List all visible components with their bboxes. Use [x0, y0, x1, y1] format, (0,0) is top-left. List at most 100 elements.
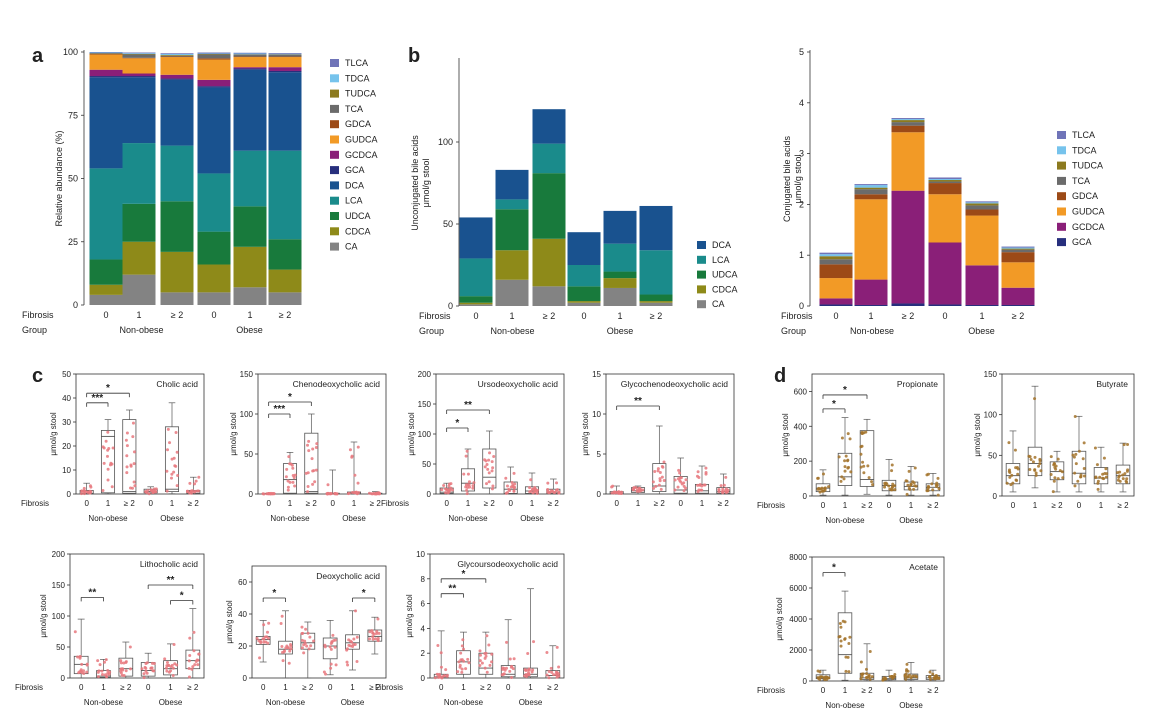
b2-bar-GCDCA-0 — [819, 298, 853, 305]
c7-point-1 — [457, 660, 461, 664]
c4-point-4 — [699, 488, 703, 492]
a-bar-TUDCA-1 — [122, 54, 156, 55]
c7-point-5 — [545, 651, 549, 655]
c6-point-5 — [375, 630, 379, 634]
c3-point-1 — [465, 492, 469, 496]
b2-bar-TDCA-1 — [854, 185, 888, 188]
d1-point-2 — [867, 476, 871, 480]
c6-point-2 — [302, 643, 306, 647]
d3-point-4 — [905, 662, 909, 666]
c1-point-4 — [165, 489, 169, 493]
c2-point-3 — [326, 491, 330, 495]
d1-point-2 — [862, 464, 866, 468]
c4-point-2 — [662, 478, 666, 482]
d1-box-2 — [859, 430, 875, 487]
d3-point-1 — [844, 655, 848, 659]
c3-point-0 — [440, 488, 444, 492]
c5-point-4 — [175, 663, 179, 667]
c7-x-tick-label: 0 — [439, 683, 444, 692]
c3-title: Ursodeoxycholic acid — [478, 379, 559, 389]
c4-box-2 — [652, 463, 667, 493]
b1-bar-CDCA-3 — [567, 301, 601, 303]
c1-point-3 — [150, 489, 154, 493]
c3-y-tick-label: 100 — [418, 430, 432, 439]
b2-legend-TLCA: TLCA — [1072, 130, 1095, 140]
d1-y-tick-label: 0 — [803, 492, 808, 501]
d2-point-1 — [1037, 464, 1041, 468]
c4-point-4 — [696, 490, 700, 494]
d3-point-2 — [865, 672, 869, 676]
b2-y-tick-label: 1 — [799, 250, 804, 260]
d1-point-0 — [820, 486, 824, 490]
a-bar-LCA-4 — [233, 150, 267, 207]
d1-frame — [811, 373, 945, 497]
c7-frame — [429, 553, 565, 679]
b2-y-tick-label: 5 — [799, 47, 804, 57]
d1-point-1 — [846, 432, 850, 436]
c1-point-1 — [106, 478, 110, 482]
c1-point-1 — [106, 430, 110, 434]
b2-bar-GCDCA-3 — [928, 242, 962, 305]
a-bar-CA-3 — [197, 292, 231, 305]
d2-point-1 — [1029, 458, 1033, 462]
d2-point-4 — [1093, 446, 1097, 450]
c5-sig-label-0: ** — [88, 587, 96, 598]
d2-point-2 — [1051, 490, 1055, 494]
c7-point-1 — [456, 670, 460, 674]
a-bar-DCA-4 — [233, 69, 267, 151]
c4-point-4 — [704, 472, 708, 476]
c2-point-4 — [353, 473, 357, 477]
d3-point-5 — [933, 677, 937, 681]
c4-point-5 — [717, 490, 721, 494]
c1-x-tick-label: 0 — [84, 499, 89, 508]
b2-bar-TLCA-4 — [965, 201, 999, 203]
c6-group-obese: Obese — [341, 698, 365, 707]
c4-point-4 — [696, 470, 700, 474]
d1-y-tick-label: 400 — [794, 422, 808, 431]
d2-x-tick-label: 0 — [1011, 501, 1016, 510]
b1-bar-DCA-2 — [532, 109, 566, 144]
c7-point-1 — [460, 644, 464, 648]
c4-x-tick-label: 0 — [678, 499, 683, 508]
b2-group-obese: Obese — [968, 326, 995, 336]
c3-point-5 — [555, 488, 559, 492]
c7-point-2 — [478, 653, 482, 657]
b2-bar-TCA-4 — [965, 205, 999, 210]
c3-point-3 — [512, 486, 516, 490]
c4-point-1 — [634, 486, 638, 490]
a-bar-GCA-4 — [233, 68, 267, 70]
c7-point-2 — [483, 652, 487, 656]
c6-sig-label-1: * — [362, 588, 366, 599]
b1-x-tick-label: ≥ 2 — [650, 311, 662, 321]
c6-point-0 — [263, 635, 267, 639]
c6-sig-label-0: * — [272, 588, 276, 599]
c4-point-3 — [680, 482, 684, 486]
c4-point-5 — [719, 484, 723, 488]
c4-point-1 — [637, 489, 641, 493]
c6-point-0 — [255, 636, 259, 640]
a-bar-TCA-3 — [197, 54, 231, 59]
a-legend-swatch-TDCA — [330, 74, 339, 83]
c6-point-3 — [329, 666, 333, 670]
d1-point-2 — [859, 445, 863, 449]
c5-point-5 — [187, 659, 191, 663]
c3-point-3 — [504, 476, 508, 480]
a-bar-GCDCA-2 — [160, 74, 194, 79]
d2-point-0 — [1015, 479, 1019, 483]
c6-point-5 — [370, 629, 374, 633]
c1-y-label: μmol/g stool — [49, 412, 58, 456]
c5-point-3 — [145, 671, 149, 675]
c2-sig-label-0: *** — [273, 404, 285, 415]
a-legend-GDCA: GDCA — [345, 119, 371, 129]
c2-point-2 — [312, 469, 316, 473]
a-bar-LCA-5 — [268, 150, 302, 240]
c3-point-2 — [485, 482, 489, 486]
c4-x-tick-label: 1 — [636, 499, 641, 508]
c4-point-5 — [722, 483, 726, 487]
c1-box-2 — [122, 419, 137, 494]
c5-sig-label-2: ** — [167, 575, 175, 586]
b2-bar-GCA-4 — [965, 304, 999, 306]
d2-point-4 — [1094, 475, 1098, 479]
c1-point-4 — [172, 470, 176, 474]
d1-point-1 — [848, 437, 852, 441]
